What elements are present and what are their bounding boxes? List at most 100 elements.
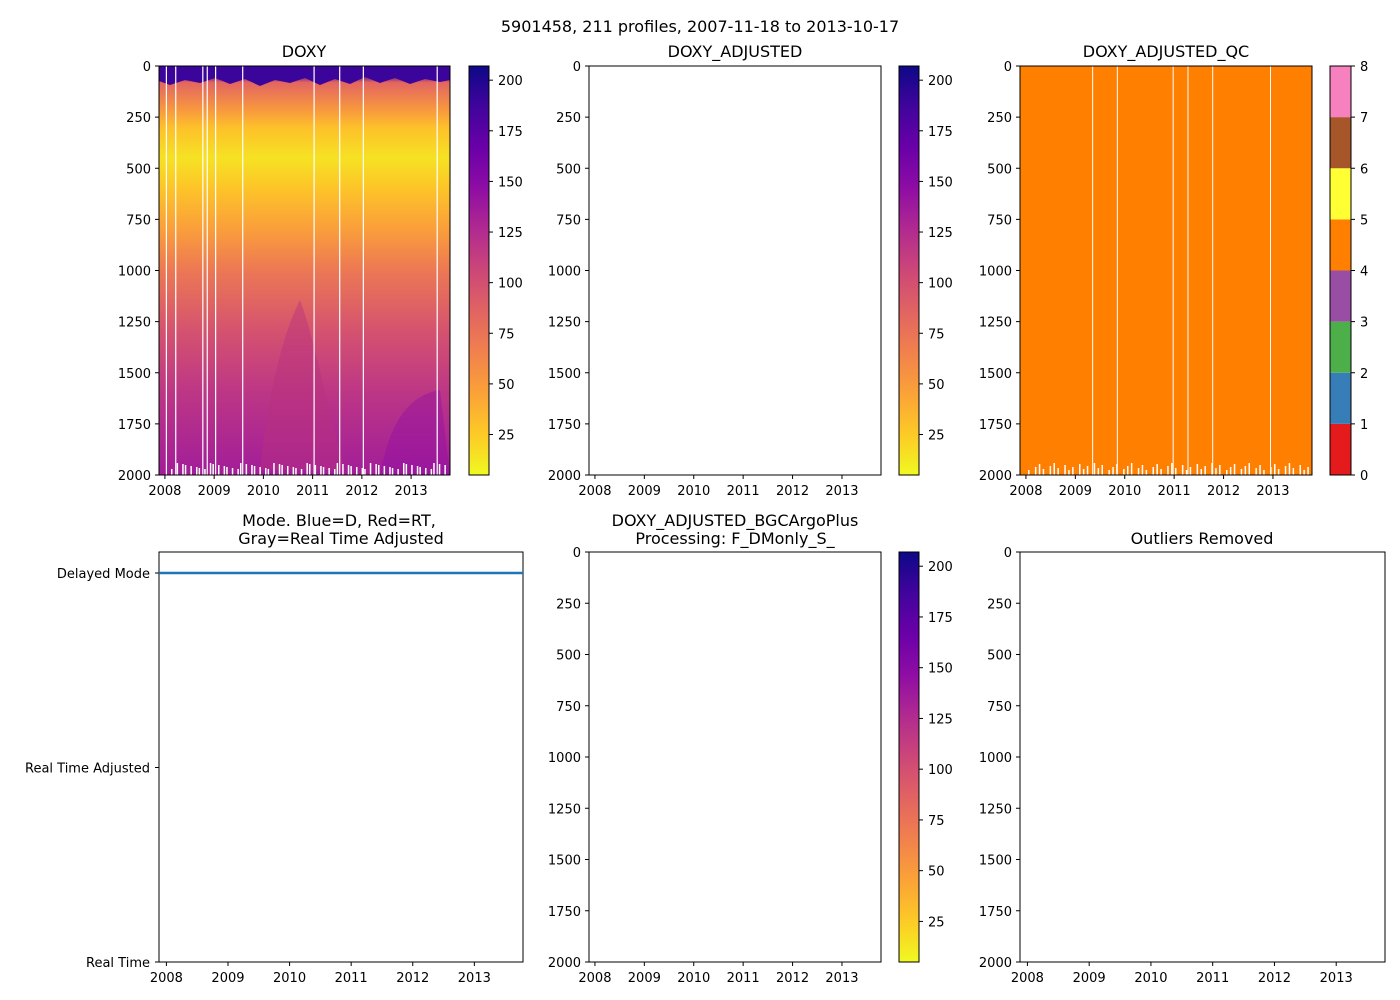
mode-profile-point [234, 572, 237, 574]
x-tick-label: 2008 [1009, 484, 1042, 499]
doxy-shallow-profile-notch [198, 468, 201, 475]
mode-profile-point [244, 572, 247, 574]
mode-profile-point [300, 572, 303, 574]
mode-profile-point [284, 572, 287, 574]
mode-profile-point [412, 572, 415, 574]
qc-colorbar-segment [1330, 219, 1351, 271]
mode-profile-point [457, 572, 460, 574]
doxy-shallow-profile-notch [433, 463, 435, 475]
y-tick-label: 1500 [548, 367, 581, 382]
mode-profile-point [340, 572, 342, 574]
doxy-shallow-profile-notch [389, 467, 391, 475]
colorbar-tick-label: 25 [928, 915, 945, 930]
doxy-surface-band [159, 66, 450, 86]
doxy-shallow-profile-notch [245, 464, 248, 475]
qc-shallow-profile-notch [1167, 466, 1169, 475]
mode-profile-point [227, 572, 230, 574]
mode-profile-point [166, 572, 169, 574]
qc-shallow-profile-notch [1101, 465, 1103, 475]
y-tick-label: 1750 [548, 905, 581, 920]
mode-profile-point [520, 572, 523, 574]
colorbar-tick-label: 50 [498, 378, 515, 393]
mode-profile-point [485, 572, 488, 574]
y-tick-label: 1500 [979, 367, 1012, 382]
bgc-x-axis: 2008 2009 2010 2011 2012 2013 [578, 962, 859, 986]
colorbar-tick-label: 25 [498, 429, 515, 444]
x-tick-label: 2008 [578, 971, 611, 986]
doxy-shallow-profile-notch [430, 469, 433, 475]
y-tick-label: 500 [556, 162, 581, 177]
mode-profile-point [400, 572, 403, 574]
x-tick-label: 2010 [273, 971, 306, 986]
doxy-adjusted-axes-frame [588, 65, 882, 476]
mode-profile-point [355, 572, 358, 574]
doxy-shallow-profile-notch [347, 465, 350, 475]
mode-profile-point [256, 572, 259, 574]
mode-profile-point [185, 572, 188, 574]
colorbar-tick-label: 75 [928, 814, 945, 829]
mode-profile-point [454, 572, 457, 574]
mode-profile-point [376, 572, 379, 574]
mode-profile-point [258, 572, 261, 574]
mode-profile-point [476, 572, 479, 574]
mode-profile-point [225, 572, 228, 574]
mode-profile-point [317, 572, 320, 574]
mode-profile-point [372, 572, 375, 574]
mode-profile-point [418, 572, 420, 574]
doxy-shallow-profile-notch [295, 468, 297, 475]
qc-shallow-profile-notch [1204, 466, 1206, 475]
y-tick-label: 1500 [548, 854, 581, 869]
x-tick-label: 2008 [1011, 971, 1044, 986]
qc-shallow-profile-notch [1226, 470, 1228, 475]
y-tick-label: 0 [573, 546, 581, 561]
x-tick-label: 2010 [1134, 971, 1167, 986]
doxy-shallow-profile-notch [336, 463, 339, 475]
mode-profile-point [281, 572, 284, 574]
doxy-shallow-profile-notch [416, 466, 419, 475]
mode-profile-point [305, 572, 308, 574]
mode-profile-point [170, 572, 173, 574]
mode-profile-point [210, 572, 212, 574]
mode-profile-point [515, 572, 518, 574]
mode-profile-point [426, 572, 429, 574]
mode-profile-point [197, 572, 200, 574]
y-tick-label: 0 [573, 60, 581, 75]
mode-profile-point [522, 572, 524, 574]
doxy-bottom-gap-ticks [171, 463, 446, 475]
doxy-shallow-profile-notch [342, 464, 344, 475]
mode-profile-point [433, 572, 436, 574]
mode-profile-point [211, 572, 214, 574]
mode-profile-point [230, 572, 233, 574]
mode-profile-point [216, 572, 219, 574]
doxy-shallow-profile-notch [383, 466, 386, 475]
qc-bottom-gap-ticks [1028, 463, 1309, 475]
x-tick-label: 2013 [458, 971, 491, 986]
doxy-shallow-profile-notch [375, 464, 377, 475]
qc-shallow-profile-notch [1141, 465, 1144, 475]
colorbar-tick-label: 25 [928, 429, 945, 444]
doxy-shallow-profile-notch [196, 467, 198, 475]
colorbar-tick-label: 125 [928, 712, 953, 727]
mode-profile-point [518, 572, 521, 574]
mode-profile-point [398, 572, 401, 574]
colorbar-tick-label: 6 [1360, 162, 1368, 177]
x-tick-label: 2013 [825, 971, 858, 986]
doxy-adjusted-x-axis: 2008 2009 2010 2011 2012 2013 [578, 475, 859, 499]
y-tick-label: 250 [987, 597, 1012, 612]
mode-profile-point [378, 572, 381, 574]
qc-shallow-profile-notch [1072, 467, 1074, 475]
y-tick-label: 1000 [118, 265, 151, 280]
mode-profile-point [371, 572, 374, 574]
mode-profile-point [171, 572, 174, 574]
mode-profile-point [456, 572, 459, 574]
qc-colorbar [1330, 66, 1351, 475]
x-tick-label: 2009 [211, 971, 244, 986]
mode-profile-point [159, 572, 162, 574]
colorbar-tick-label: 100 [928, 277, 953, 292]
doxy-shallow-profile-notch [226, 467, 228, 475]
qc-shallow-profile-notch [1240, 469, 1243, 475]
mode-profile-point [419, 572, 422, 574]
mode-profile-point [402, 572, 405, 574]
qc-shallow-profile-notch [1064, 465, 1066, 475]
mode-profile-point [411, 572, 414, 574]
